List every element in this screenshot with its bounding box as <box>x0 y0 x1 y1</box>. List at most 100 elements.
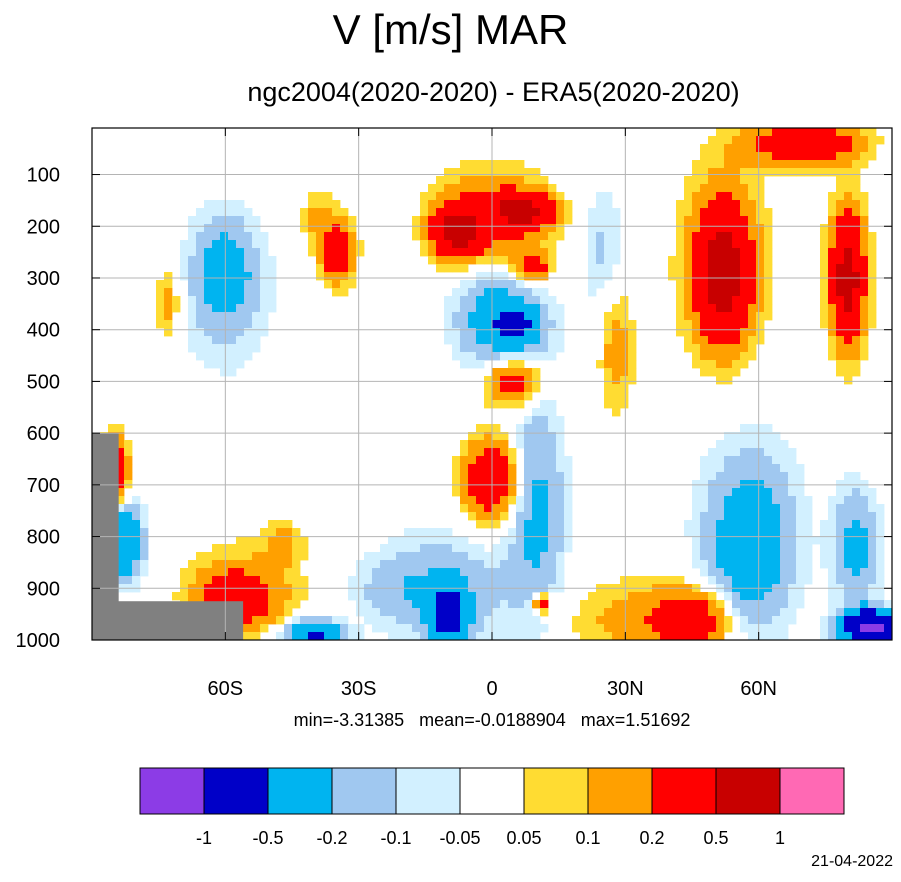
field-cell <box>708 568 717 577</box>
field-cell <box>292 544 301 553</box>
field-cell <box>492 592 501 601</box>
field-cell <box>828 528 837 537</box>
field-cell <box>716 216 725 225</box>
field-cell <box>420 224 429 233</box>
field-cell <box>860 336 869 345</box>
field-cell <box>428 576 437 585</box>
field-cell <box>412 560 421 569</box>
field-cell <box>580 632 589 641</box>
field-cell <box>356 608 365 617</box>
field-cell <box>836 520 845 529</box>
field-cell <box>412 600 421 609</box>
field-cell <box>596 280 605 289</box>
field-cell <box>292 616 301 625</box>
field-cell <box>540 344 549 353</box>
field-cell <box>828 296 837 305</box>
field-cell <box>420 200 429 209</box>
field-cell <box>508 192 517 201</box>
field-cell <box>740 480 749 489</box>
field-cell <box>468 248 477 257</box>
field-cell <box>636 624 645 633</box>
field-cell <box>788 536 797 545</box>
field-cell <box>732 152 741 161</box>
field-cell <box>316 616 325 625</box>
field-cell <box>524 512 533 521</box>
field-cell <box>212 560 221 569</box>
field-cell <box>476 240 485 249</box>
field-cell <box>452 552 461 561</box>
field-cell <box>252 568 261 577</box>
field-cell <box>236 200 245 209</box>
field-cell <box>260 576 269 585</box>
field-cell <box>468 568 477 577</box>
field-cell <box>788 560 797 569</box>
field-cell <box>748 136 757 145</box>
field-cell <box>532 376 541 385</box>
field-cell <box>508 176 517 185</box>
field-cell <box>244 576 253 585</box>
field-cell <box>836 240 845 249</box>
field-cell <box>428 528 437 537</box>
field-cell <box>428 632 437 641</box>
field-cell <box>484 312 493 321</box>
colorbar-swatch <box>331 767 397 815</box>
field-cell <box>460 440 469 449</box>
colorbar-swatch <box>779 767 845 815</box>
field-cell <box>724 480 733 489</box>
field-cell <box>868 544 877 553</box>
field-cell <box>180 240 189 249</box>
field-cell <box>548 304 557 313</box>
field-cell <box>436 176 445 185</box>
field-cell <box>204 552 213 561</box>
field-cell <box>588 592 597 601</box>
field-cell <box>260 232 269 241</box>
x-tick-label: 30N <box>607 678 644 700</box>
field-cell <box>828 216 837 225</box>
field-cell <box>404 608 413 617</box>
field-cell <box>548 528 557 537</box>
field-cell <box>212 256 221 265</box>
field-cell <box>708 592 717 601</box>
field-cell <box>836 272 845 281</box>
field-cell <box>612 352 621 361</box>
field-cell <box>868 240 877 249</box>
field-cell <box>508 280 517 289</box>
field-cell <box>852 480 861 489</box>
field-cell <box>476 208 485 217</box>
field-cell <box>780 456 789 465</box>
field-cell <box>436 528 445 537</box>
field-cell <box>748 552 757 561</box>
field-cell <box>452 328 461 337</box>
field-cell <box>508 560 517 569</box>
field-cell <box>716 448 725 457</box>
field-cell <box>820 232 829 241</box>
field-cell <box>612 392 621 401</box>
field-cell <box>476 432 485 441</box>
field-cell <box>524 536 533 545</box>
field-cell <box>548 408 557 417</box>
field-cell <box>772 152 781 161</box>
field-cell <box>196 296 205 305</box>
field-cell <box>428 536 437 545</box>
field-cell <box>868 256 877 265</box>
field-cell <box>756 448 765 457</box>
field-cell <box>196 328 205 337</box>
field-cell <box>548 336 557 345</box>
field-cell <box>492 448 501 457</box>
field-cell <box>748 576 757 585</box>
field-cell <box>124 480 133 489</box>
field-cell <box>292 624 301 633</box>
field-cell <box>844 280 853 289</box>
field-cell <box>268 616 277 625</box>
field-cell <box>740 272 749 281</box>
field-cell <box>292 576 301 585</box>
field-cell <box>476 600 485 609</box>
field-cell <box>764 208 773 217</box>
field-cell <box>756 264 765 273</box>
field-cell <box>548 496 557 505</box>
field-cell <box>124 448 133 457</box>
field-cell <box>172 592 181 601</box>
field-cell <box>756 552 765 561</box>
field-cell <box>692 592 701 601</box>
field-cell <box>516 624 525 633</box>
